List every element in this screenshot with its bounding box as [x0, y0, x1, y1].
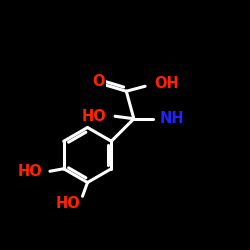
Text: NH: NH [160, 111, 185, 126]
Text: O: O [92, 74, 105, 89]
Text: HO: HO [82, 109, 106, 124]
Text: HO: HO [18, 164, 42, 179]
Text: HO: HO [55, 196, 80, 211]
Text: OH: OH [154, 76, 178, 91]
